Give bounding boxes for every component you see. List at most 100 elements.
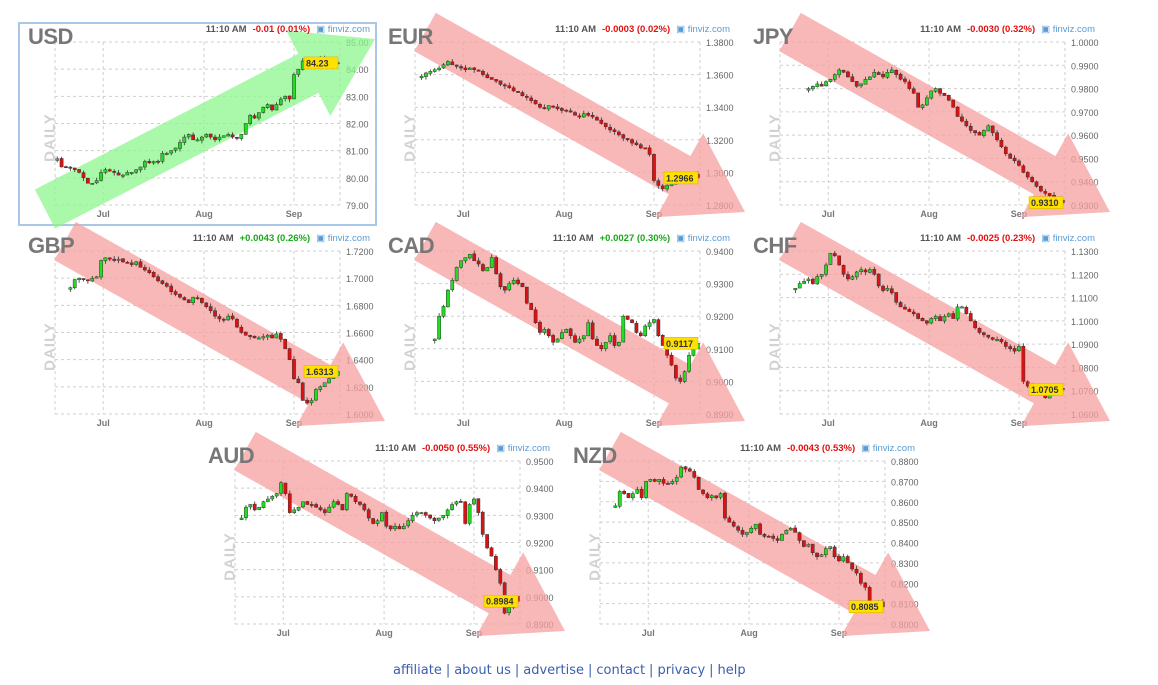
finviz-link[interactable]: ▣ finviz.com bbox=[861, 443, 915, 454]
finviz-link[interactable]: ▣ finviz.com bbox=[1041, 24, 1095, 35]
candle bbox=[410, 512, 415, 523]
brand-label: finviz.com bbox=[1052, 233, 1095, 244]
candle bbox=[657, 479, 662, 485]
candle bbox=[489, 546, 494, 557]
candle bbox=[419, 511, 424, 515]
candle bbox=[603, 122, 608, 130]
candle bbox=[911, 309, 916, 317]
candle bbox=[261, 333, 266, 341]
finviz-link[interactable]: ▣ finviz.com bbox=[316, 24, 370, 35]
chart-panel-chf[interactable]: CHF 11:10 AM -0.0025 (0.23%) ▣ finviz.com … bbox=[745, 221, 1110, 433]
chart-header-info: 11:10 AM -0.01 (0.01%) ▣ finviz.com bbox=[206, 24, 370, 35]
candle bbox=[494, 79, 498, 84]
candle bbox=[660, 183, 665, 192]
candle bbox=[243, 331, 248, 336]
brand-label: finviz.com bbox=[872, 443, 915, 454]
candle bbox=[691, 348, 696, 357]
candle bbox=[740, 527, 745, 538]
candle bbox=[94, 177, 99, 185]
candle bbox=[380, 511, 384, 522]
price-change: -0.0025 (0.23%) bbox=[967, 233, 1036, 244]
footer-link-advertise[interactable]: advertise bbox=[523, 663, 584, 678]
candle bbox=[432, 67, 437, 73]
separator: | bbox=[709, 663, 714, 678]
candle bbox=[885, 285, 890, 292]
candle bbox=[314, 502, 318, 509]
candle bbox=[995, 336, 999, 342]
footer-link-contact[interactable]: contact bbox=[596, 663, 646, 678]
chart-panel-gbp[interactable]: GBP 11:10 AM +0.0043 (0.26%) ▣ finviz.com … bbox=[20, 221, 385, 433]
candle bbox=[841, 264, 846, 278]
candle bbox=[1017, 159, 1021, 167]
candle bbox=[147, 158, 152, 165]
candle bbox=[687, 352, 691, 374]
candle bbox=[344, 491, 349, 512]
candle bbox=[968, 310, 973, 322]
footer-link-privacy[interactable]: privacy bbox=[657, 663, 706, 678]
last-price: 1.0705 bbox=[1031, 385, 1059, 395]
chart-panel-nzd[interactable]: NZD 11:10 AM -0.0043 (0.53%) ▣ finviz.com … bbox=[565, 431, 930, 643]
finviz-link[interactable]: ▣ finviz.com bbox=[316, 233, 370, 244]
finviz-link[interactable]: ▣ finviz.com bbox=[1041, 233, 1095, 244]
candle bbox=[481, 262, 485, 272]
candle bbox=[894, 69, 899, 78]
chart-panel-cad[interactable]: CAD 11:10 AM +0.0027 (0.30%) ▣ finviz.com … bbox=[380, 221, 745, 433]
separator: | bbox=[445, 663, 451, 678]
candle bbox=[995, 130, 999, 142]
candle bbox=[955, 106, 960, 117]
chart-panel-jpy[interactable]: JPY 11:10 AM -0.0030 (0.32%) ▣ finviz.com … bbox=[745, 12, 1110, 224]
candle bbox=[511, 277, 516, 286]
candle bbox=[1003, 339, 1008, 350]
candle bbox=[977, 327, 982, 335]
candle bbox=[595, 336, 599, 346]
candle bbox=[745, 531, 749, 538]
candle bbox=[498, 567, 503, 586]
candle bbox=[639, 486, 644, 500]
candle bbox=[178, 293, 182, 299]
candle bbox=[463, 500, 468, 525]
chart-panel-usd[interactable]: USD 11:10 AM -0.01 (0.01%) ▣ finviz.com DA… bbox=[18, 22, 377, 229]
period-label: DAILY bbox=[401, 322, 419, 371]
footer-links: affiliate | about us | advertise | contact | pri… bbox=[393, 663, 746, 678]
candle bbox=[472, 497, 476, 506]
candle bbox=[542, 104, 547, 110]
last-price: 0.9117 bbox=[666, 339, 693, 349]
y-tick-label: 1.6800 bbox=[346, 301, 374, 311]
candle bbox=[235, 136, 239, 141]
quote-time: 11:10 AM bbox=[552, 233, 594, 244]
y-tick-label: 84.00 bbox=[346, 65, 369, 75]
candle bbox=[134, 260, 138, 267]
candle bbox=[204, 133, 209, 138]
footer-link-affiliate[interactable]: affiliate bbox=[393, 663, 442, 678]
candle bbox=[986, 124, 991, 132]
candle bbox=[90, 275, 95, 282]
finviz-link[interactable]: ▣ finviz.com bbox=[676, 233, 730, 244]
candle bbox=[960, 113, 964, 123]
candle bbox=[863, 268, 868, 276]
candle bbox=[612, 332, 617, 348]
candle bbox=[432, 338, 437, 344]
finviz-link[interactable]: ▣ finviz.com bbox=[676, 24, 730, 35]
candle bbox=[64, 165, 68, 169]
footer-link-about-us[interactable]: about us bbox=[454, 663, 511, 678]
candle bbox=[1025, 171, 1030, 180]
footer-link-help[interactable]: help bbox=[717, 663, 746, 678]
brand-label: finviz.com bbox=[327, 233, 370, 244]
chart-panel-aud[interactable]: AUD 11:10 AM -0.0050 (0.55%) ▣ finviz.com … bbox=[200, 431, 566, 643]
candle bbox=[213, 307, 217, 319]
candle bbox=[590, 320, 595, 340]
candle bbox=[622, 489, 626, 496]
candle bbox=[305, 397, 309, 405]
x-tick-label: Aug bbox=[555, 418, 573, 428]
candle bbox=[393, 523, 397, 532]
candle bbox=[160, 279, 165, 285]
quote-time: 11:10 AM bbox=[555, 24, 597, 35]
candle bbox=[652, 153, 656, 183]
y-tick-label: 1.3600 bbox=[706, 71, 734, 81]
candle bbox=[551, 105, 555, 109]
candle bbox=[200, 135, 204, 144]
y-tick-label: 1.3400 bbox=[706, 103, 734, 113]
candle bbox=[125, 260, 130, 264]
chart-panel-eur[interactable]: EUR 11:10 AM -0.0003 (0.02%) ▣ finviz.com … bbox=[380, 12, 745, 224]
finviz-link[interactable]: ▣ finviz.com bbox=[496, 443, 550, 454]
